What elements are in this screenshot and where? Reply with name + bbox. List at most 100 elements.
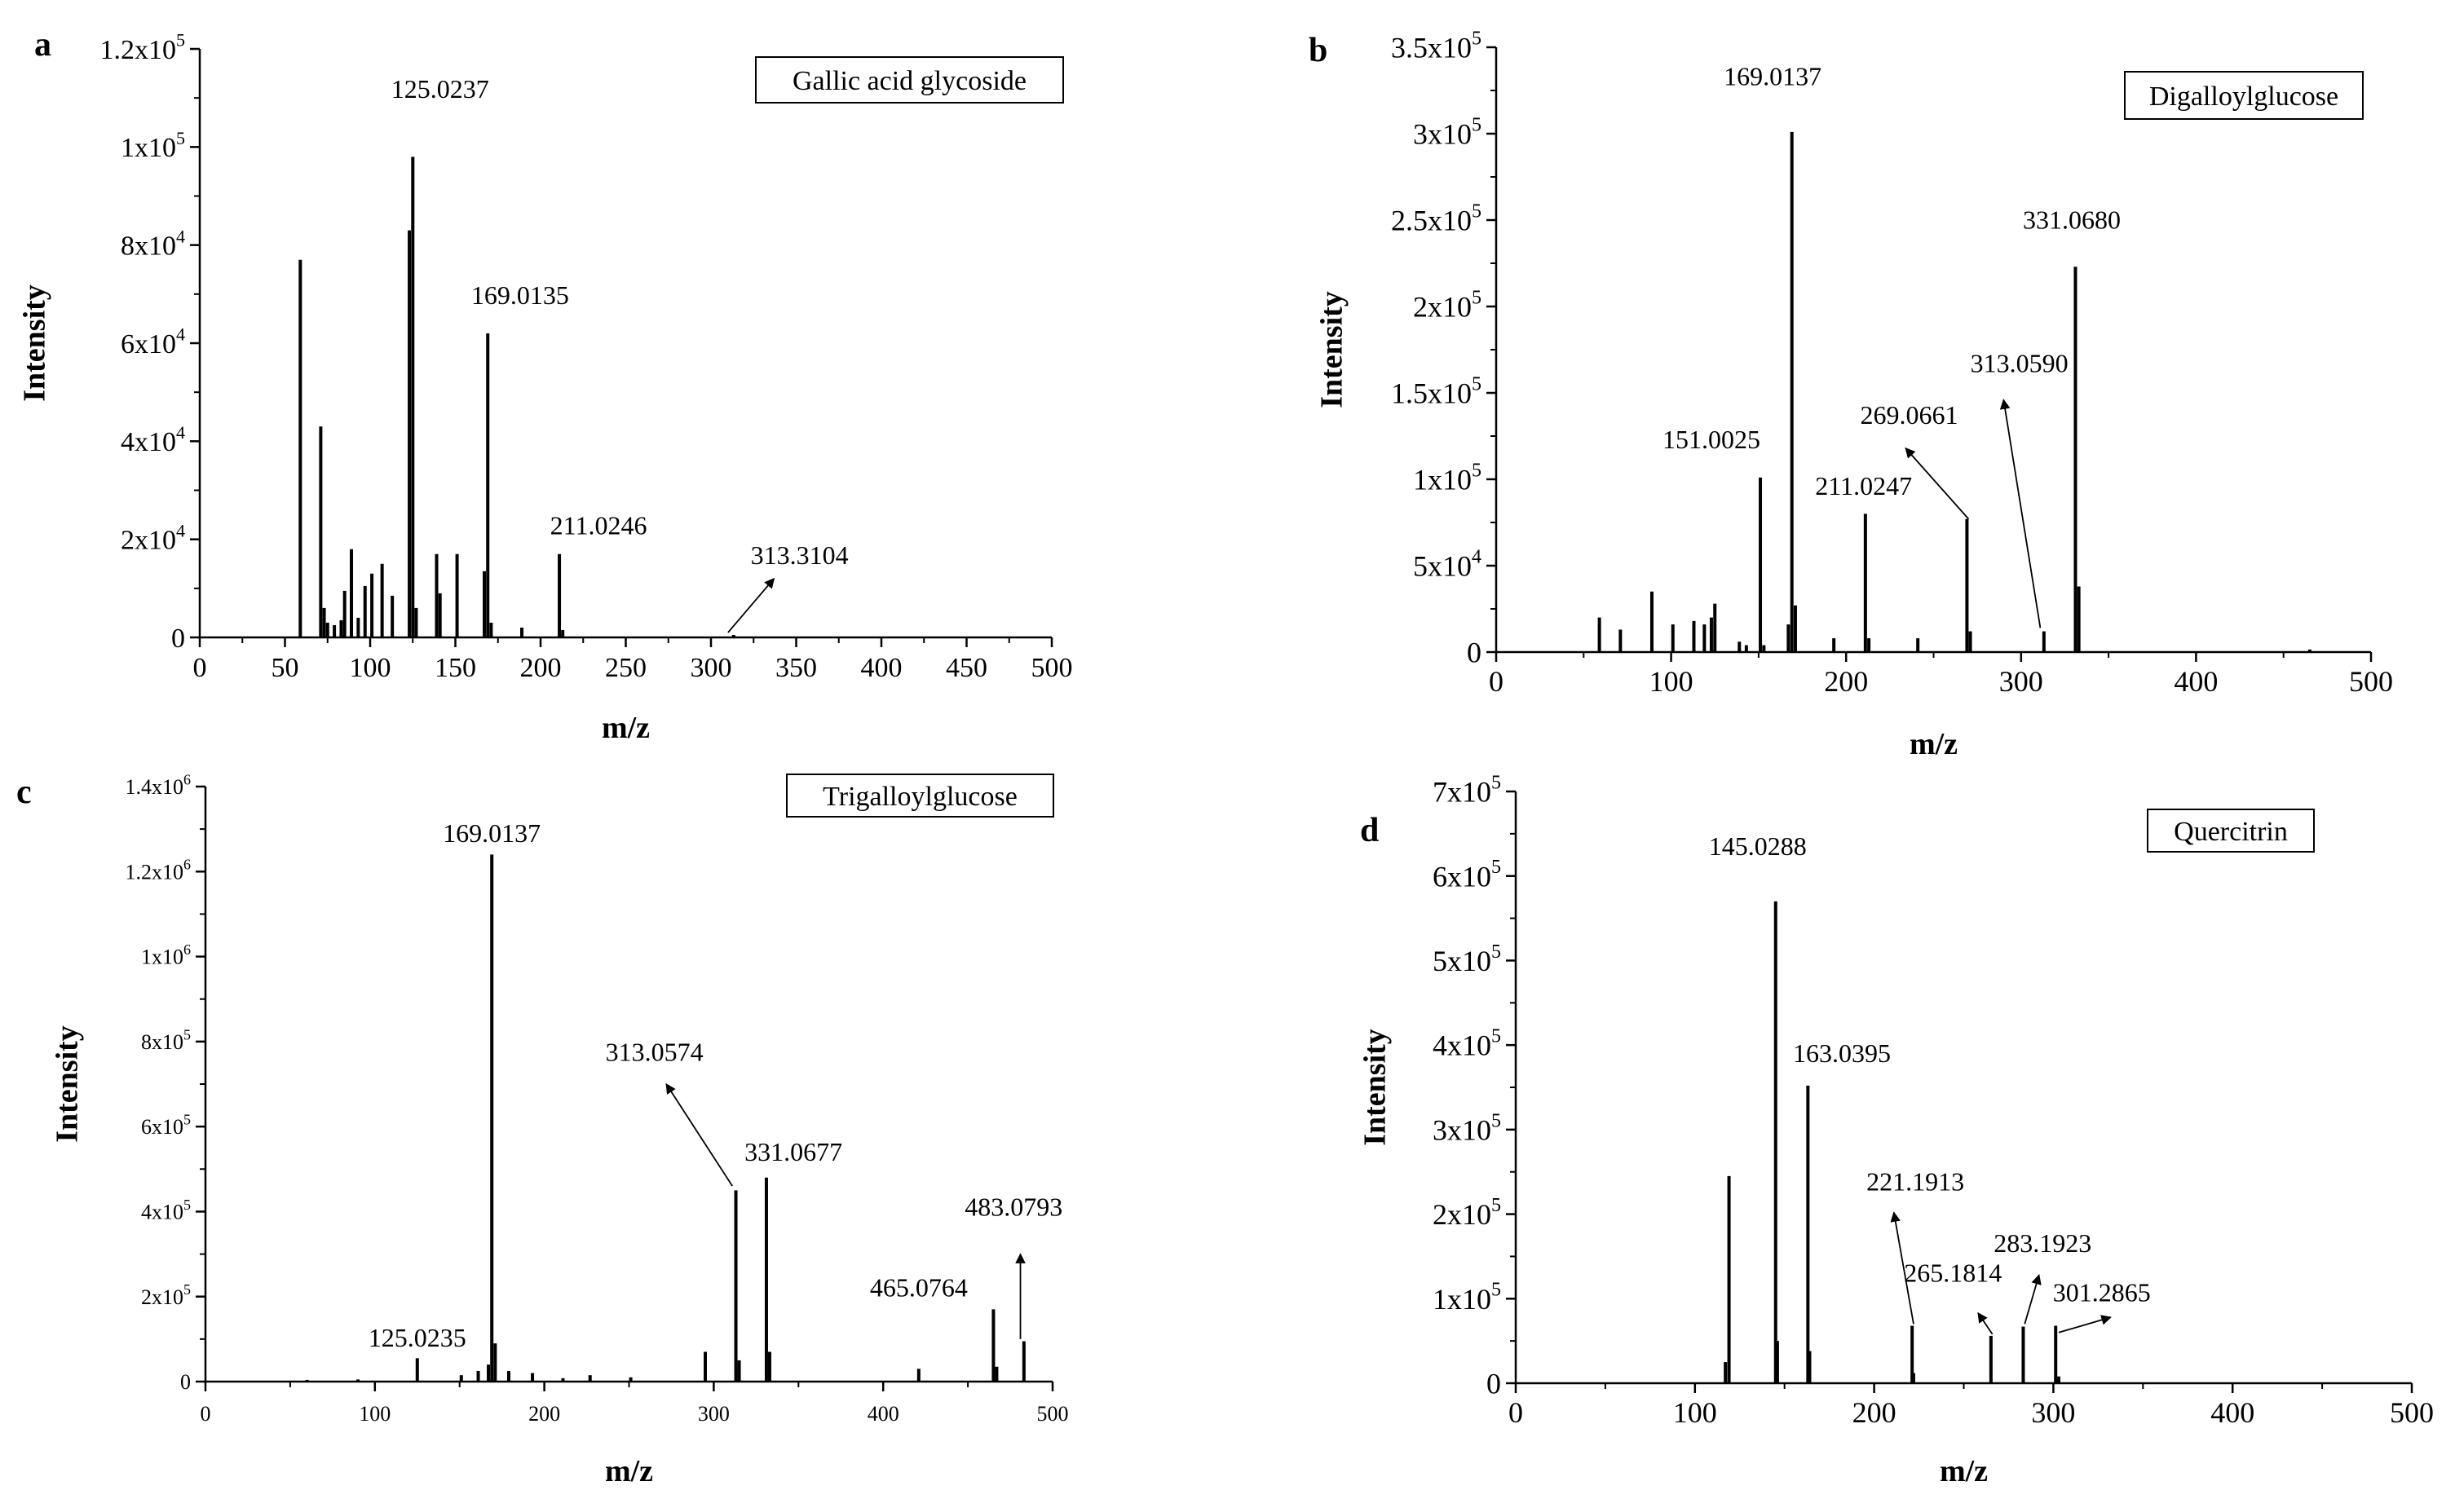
x-tick-label: 400: [2210, 1396, 2254, 1429]
y-tick-label: 6x105: [1433, 857, 1501, 893]
peak-label: 283.1923: [1994, 1228, 2091, 1258]
x-tick-label: 200: [1824, 665, 1868, 698]
y-tick-label: 0: [171, 624, 185, 654]
x-axis-label: m/z: [1910, 727, 1958, 761]
y-axis-label: Intensity: [51, 1025, 85, 1143]
panel-a: 0 50 100 150 200 250 300 350 400 450 500 0 2x104 4x10…: [18, 26, 1073, 745]
peak-label: 313.3104: [751, 540, 849, 570]
y-tick-label: 5x104: [1413, 546, 1481, 582]
compound-legend-label: Gallic acid glycoside: [793, 66, 1027, 96]
compound-legend-box: [2147, 809, 2315, 853]
x-tick-label: 400: [2174, 665, 2218, 698]
x-tick-label: 300: [1999, 665, 2043, 698]
compound-legend-box: [755, 56, 1064, 104]
peak-label: 301.2865: [2053, 1277, 2151, 1307]
y-tick-label: 2x105: [1433, 1195, 1501, 1231]
y-tick-label: 2x105: [141, 1281, 191, 1309]
peak-label: 221.1913: [1866, 1167, 1964, 1197]
y-tick-label: 2.5x105: [1391, 201, 1481, 236]
x-tick-label: 0: [1489, 665, 1503, 698]
annotation-arrow: [1977, 1311, 1994, 1335]
peak-label: 211.0246: [550, 511, 647, 540]
x-axis-label: m/z: [1940, 1454, 1988, 1488]
panel-letter: a: [34, 26, 51, 64]
x-tick-label: 100: [350, 653, 391, 683]
y-tick-label: 6x105: [141, 1112, 191, 1140]
x-tick-label: 50: [272, 653, 299, 683]
peak-label: 151.0025: [1662, 425, 1760, 454]
x-tick-label: 500: [1031, 653, 1073, 683]
y-tick-label: 1.5x105: [1391, 373, 1481, 409]
compound-legend-box: [2124, 71, 2364, 120]
annotation-arrow: [1890, 1211, 1914, 1325]
peak-label: 169.0137: [443, 818, 541, 848]
panel-letter: b: [1309, 32, 1327, 69]
x-tick-label: 400: [868, 1402, 899, 1426]
peak-label: 169.0135: [471, 280, 569, 310]
y-tick-label: 1x105: [1413, 460, 1481, 496]
y-tick-label: 8x104: [121, 226, 185, 261]
x-tick-label: 100: [1673, 1396, 1717, 1429]
x-tick-label: 0: [201, 1402, 211, 1426]
panel-c: 0 100 200 300 400 500 0 2x105 4x105 6x105 8x105 1x1…: [16, 771, 1069, 1488]
y-tick-label: 1.4x106: [126, 771, 192, 799]
x-tick-label: 100: [359, 1402, 391, 1426]
peak-label: 211.0247: [1815, 471, 1912, 500]
x-tick-label: 0: [1508, 1396, 1523, 1429]
panel-b: 0 100 200 300 400 500 0 5x104 1x105 1.5x105 2x105 2…: [1309, 28, 2393, 761]
x-tick-label: 450: [946, 653, 987, 683]
peak-label: 465.0764: [870, 1273, 968, 1303]
panel-d: 0 100 200 300 400 500 0 1x105 2x105 3x105 4x105 5x1…: [1358, 772, 2434, 1488]
x-tick-label: 300: [2031, 1396, 2075, 1429]
peak-label: 163.0395: [1793, 1038, 1891, 1068]
annotation-arrow: [2058, 1315, 2112, 1333]
peak-label: 169.0137: [1724, 62, 1821, 91]
x-tick-label: 100: [1649, 665, 1693, 698]
x-tick-label: 300: [691, 653, 732, 683]
peak-label: 125.0237: [391, 74, 489, 104]
y-tick-label: 1x105: [1433, 1280, 1501, 1316]
peak-label: 145.0288: [1709, 831, 1807, 861]
peak-label: 483.0793: [965, 1192, 1062, 1222]
x-tick-label: 400: [861, 653, 903, 683]
y-tick-label: 4x105: [141, 1197, 191, 1224]
y-tick-label: 1.2x105: [100, 30, 186, 65]
y-tick-label: 8x105: [141, 1026, 191, 1054]
y-tick-label: 3.5x105: [1391, 28, 1481, 64]
peak-label: 269.0661: [1860, 400, 1958, 430]
y-axis-label: Intensity: [1315, 291, 1349, 408]
y-tick-label: 3x105: [1413, 114, 1481, 150]
peak-label: 265.1814: [1904, 1259, 2002, 1288]
annotation-arrow: [2024, 1274, 2042, 1325]
annotation-arrow: [1905, 447, 1970, 520]
y-tick-label: 3x105: [1433, 1110, 1501, 1146]
y-tick-label: 0: [1486, 1368, 1501, 1400]
y-tick-label: 4x104: [121, 422, 185, 457]
y-tick-label: 7x105: [1433, 772, 1501, 808]
annotation-arrow: [1999, 399, 2042, 628]
y-tick-label: 5x105: [1433, 941, 1501, 977]
peak-label: 125.0235: [369, 1323, 466, 1352]
compound-legend-label: Digalloylglucose: [2149, 82, 2338, 112]
compound-legend-box: [786, 774, 1054, 818]
annotation-arrow: [727, 577, 775, 633]
y-tick-label: 2x105: [1413, 287, 1481, 323]
y-tick-label: 6x104: [121, 324, 185, 359]
x-tick-label: 250: [605, 653, 647, 683]
y-tick-label: 0: [1467, 637, 1481, 669]
x-tick-label: 350: [775, 653, 817, 683]
x-tick-label: 200: [520, 653, 562, 683]
x-axis-label: m/z: [605, 1454, 653, 1488]
y-tick-label: 1x105: [121, 128, 185, 163]
peak-label: 331.0680: [2023, 205, 2121, 235]
compound-legend-label: Quercitrin: [2174, 817, 2288, 847]
compound-legend-label: Trigalloylglucose: [823, 782, 1018, 812]
x-tick-label: 500: [1037, 1402, 1069, 1426]
x-tick-label: 0: [193, 653, 207, 683]
peak-label: 313.0590: [1971, 349, 2069, 378]
y-axis-label: Intensity: [1358, 1029, 1393, 1146]
y-tick-label: 1x106: [141, 941, 191, 969]
y-tick-label: 4x105: [1433, 1026, 1501, 1062]
panel-letter: c: [16, 774, 32, 811]
